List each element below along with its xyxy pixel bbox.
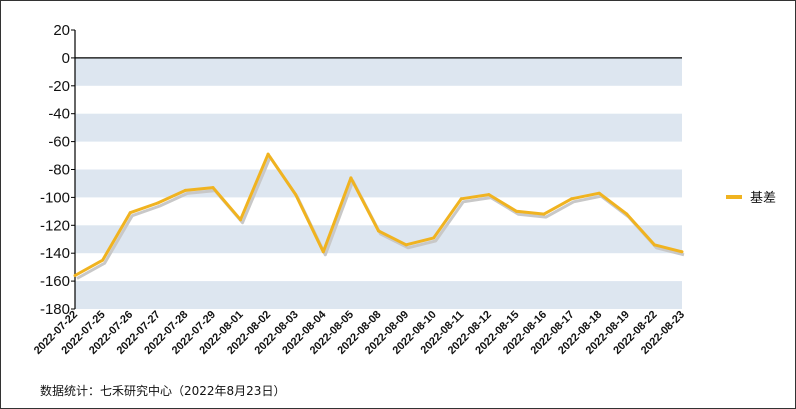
data-point — [239, 218, 243, 222]
legend-label: 基差 — [750, 191, 776, 206]
data-point — [487, 193, 491, 197]
data-point — [73, 274, 77, 278]
y-tick-label: -160 — [40, 273, 70, 290]
y-tick-label: -120 — [40, 217, 70, 234]
data-point — [680, 250, 684, 254]
data-point — [101, 258, 105, 262]
series-group — [73, 152, 685, 280]
data-point — [514, 209, 518, 213]
data-point — [183, 188, 187, 192]
data-point — [432, 236, 436, 240]
data-point — [294, 193, 298, 197]
data-point — [321, 250, 325, 254]
data-point — [266, 152, 270, 156]
grid-band — [75, 57, 682, 86]
data-point — [156, 201, 160, 205]
data-point — [570, 197, 574, 201]
y-tick-label: -100 — [40, 189, 70, 206]
data-point — [404, 243, 408, 247]
data-point — [597, 191, 601, 195]
data-point — [349, 176, 353, 180]
data-point — [377, 229, 380, 233]
data-point — [459, 197, 463, 201]
data-point — [625, 212, 629, 216]
series-line-shadow — [76, 155, 685, 280]
y-tick-label: -60 — [48, 134, 70, 151]
y-tick-label: -80 — [48, 162, 70, 179]
grid-band — [75, 169, 682, 198]
grid-band — [75, 281, 682, 309]
y-axis-ticks: 20 0 -20 -40 -60 -80 -100 -120 -140 -160 -180 — [40, 22, 75, 318]
data-point — [128, 211, 132, 215]
y-tick-label: 20 — [53, 22, 70, 39]
y-tick-label: 0 — [62, 50, 70, 67]
legend: 基差 — [726, 191, 776, 206]
y-tick-label: -140 — [40, 245, 70, 262]
data-point — [542, 212, 546, 216]
y-tick-label: -180 — [40, 301, 70, 318]
grid-bands — [75, 57, 682, 309]
grid-band — [75, 113, 682, 142]
data-point — [652, 243, 656, 247]
source-note: 数据统计：七禾研究中心（2022年8月23日） — [40, 383, 285, 398]
data-point — [211, 186, 215, 190]
y-tick-label: -40 — [48, 106, 70, 123]
y-tick-label: -20 — [48, 78, 70, 95]
